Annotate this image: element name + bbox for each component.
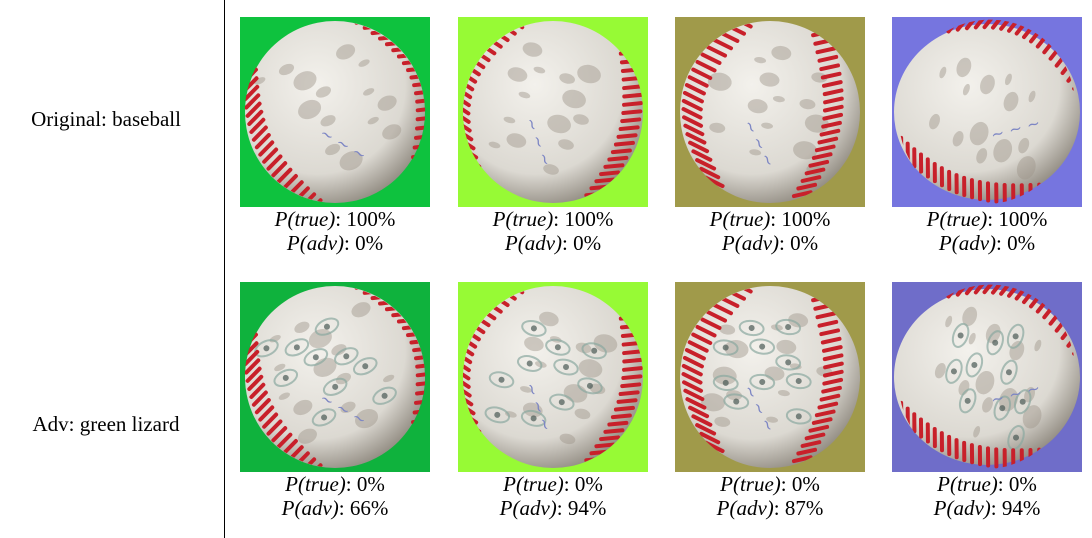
p-true-value: 0% (574, 472, 603, 496)
sep: : (987, 207, 999, 231)
p-true-value: 0% (1008, 472, 1037, 496)
p-true-value: 0% (356, 472, 385, 496)
p-adv-prefix: P(adv) (286, 231, 345, 255)
p-true-prefix: P(true) (503, 472, 564, 496)
probability-caption: P(true): 0% P(adv): 94% (458, 472, 648, 520)
p-adv-line: P(adv): 0% (675, 231, 865, 255)
p-true-prefix: P(true) (709, 207, 771, 231)
p-true-prefix: P(true) (285, 472, 346, 496)
probability-caption: P(true): 100% P(adv): 0% (458, 207, 648, 255)
p-adv-line: P(adv): 94% (458, 496, 648, 520)
sep: : (335, 207, 347, 231)
p-adv-prefix: P(adv) (938, 231, 997, 255)
sep: : (770, 207, 782, 231)
figure-cell: ~ ~ ~ P(true): 0% P(adv): 94% (458, 282, 648, 520)
p-adv-value: 0% (790, 231, 819, 255)
baseball-image: ~ ~ ~ (240, 17, 430, 207)
p-adv-prefix: P(adv) (499, 496, 557, 520)
probability-caption: P(true): 0% P(adv): 94% (892, 472, 1082, 520)
sep: : (773, 496, 785, 520)
p-adv-value: 0% (355, 231, 384, 255)
p-true-line: P(true): 0% (892, 472, 1082, 496)
sep: : (553, 207, 565, 231)
p-true-value: 0% (791, 472, 820, 496)
sep: : (345, 472, 357, 496)
figure-cell: ~ ~ ~ P(true): 100% P(adv): 0% (240, 17, 430, 255)
p-true-prefix: P(true) (492, 207, 554, 231)
p-adv-line: P(adv): 66% (240, 496, 430, 520)
baseball-image: ~ ~ ~ (675, 282, 865, 472)
p-adv-value: 66% (349, 496, 389, 520)
p-adv-value: 0% (573, 231, 602, 255)
sep: : (562, 231, 574, 255)
p-adv-prefix: P(adv) (504, 231, 563, 255)
p-adv-prefix: P(adv) (716, 496, 774, 520)
sep: : (996, 231, 1008, 255)
sep: : (556, 496, 568, 520)
baseball-image: ~ ~ ~ (240, 282, 430, 472)
probability-caption: P(true): 0% P(adv): 87% (675, 472, 865, 520)
probability-caption: P(true): 100% P(adv): 0% (892, 207, 1082, 255)
p-true-line: P(true): 100% (675, 207, 865, 231)
sep: : (338, 496, 350, 520)
probability-caption: P(true): 100% P(adv): 0% (675, 207, 865, 255)
baseball-image: ~ ~ ~ (892, 282, 1082, 472)
p-true-line: P(true): 0% (675, 472, 865, 496)
baseball-image: ~ ~ ~ (892, 17, 1082, 207)
probability-caption: P(true): 100% P(adv): 0% (240, 207, 430, 255)
sep: : (779, 231, 791, 255)
sep: : (780, 472, 792, 496)
figure-cell: ~ ~ ~ P(true): 100% P(adv): 0% (675, 17, 865, 255)
p-adv-line: P(adv): 0% (240, 231, 430, 255)
p-true-line: P(true): 100% (892, 207, 1082, 231)
p-adv-line: P(adv): 94% (892, 496, 1082, 520)
p-true-value: 100% (781, 207, 831, 231)
sep: : (563, 472, 575, 496)
p-adv-value: 0% (1007, 231, 1036, 255)
baseball-image: ~ ~ ~ (458, 17, 648, 207)
p-true-value: 100% (346, 207, 396, 231)
sep: : (997, 472, 1009, 496)
p-adv-value: 87% (784, 496, 824, 520)
p-adv-prefix: P(adv) (721, 231, 780, 255)
baseball-image: ~ ~ ~ (675, 17, 865, 207)
vertical-divider (224, 0, 225, 538)
row-label-original: Original: baseball (31, 107, 181, 131)
p-adv-line: P(adv): 0% (892, 231, 1082, 255)
p-true-value: 100% (564, 207, 614, 231)
p-true-line: P(true): 100% (240, 207, 430, 231)
p-true-value: 100% (998, 207, 1048, 231)
row-label-adversarial: Adv: green lizard (32, 412, 180, 436)
p-adv-prefix: P(adv) (281, 496, 339, 520)
p-adv-line: P(adv): 87% (675, 496, 865, 520)
figure-cell: ~ ~ ~ P(true): 0% P(adv): 87% (675, 282, 865, 520)
figure-cell: ~ ~ ~ P(true): 100% P(adv): 0% (892, 17, 1082, 255)
baseball-image: ~ ~ ~ (458, 282, 648, 472)
p-true-line: P(true): 100% (458, 207, 648, 231)
p-true-line: P(true): 0% (240, 472, 430, 496)
figure-cell: ~ ~ ~ P(true): 0% P(adv): 94% (892, 282, 1082, 520)
p-adv-value: 94% (1001, 496, 1041, 520)
p-true-prefix: P(true) (274, 207, 336, 231)
p-true-line: P(true): 0% (458, 472, 648, 496)
p-true-prefix: P(true) (926, 207, 988, 231)
p-true-prefix: P(true) (720, 472, 781, 496)
p-true-prefix: P(true) (937, 472, 998, 496)
p-adv-value: 94% (567, 496, 607, 520)
sep: : (344, 231, 356, 255)
p-adv-line: P(adv): 0% (458, 231, 648, 255)
figure-cell: ~ ~ ~ P(true): 0% P(adv): 66% (240, 282, 430, 520)
figure-cell: ~ ~ ~ P(true): 100% P(adv): 0% (458, 17, 648, 255)
probability-caption: P(true): 0% P(adv): 66% (240, 472, 430, 520)
p-adv-prefix: P(adv) (933, 496, 991, 520)
sep: : (990, 496, 1002, 520)
